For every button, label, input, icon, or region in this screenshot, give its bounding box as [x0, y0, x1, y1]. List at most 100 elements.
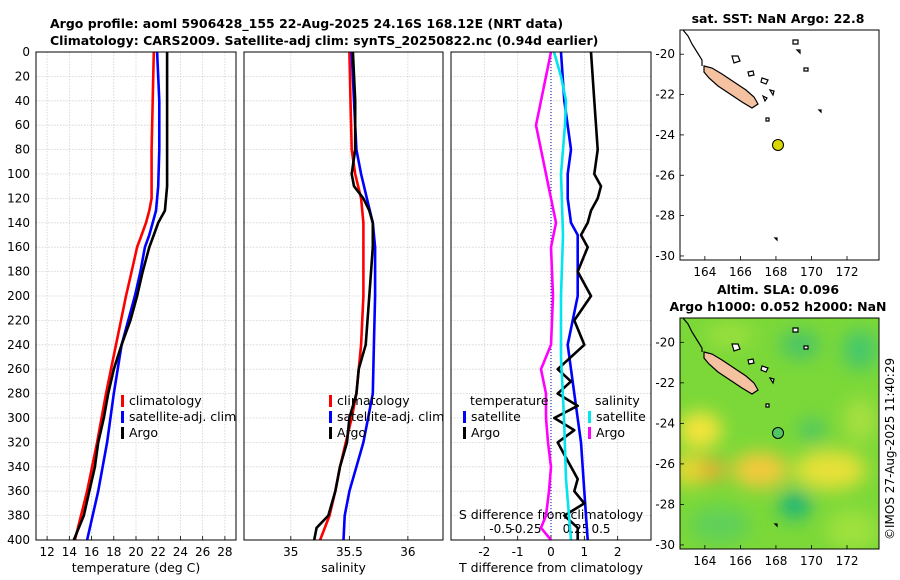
map-y-tick-label: -20 — [655, 47, 675, 61]
x-tick-label: 0 — [547, 545, 555, 559]
coastline-west — [682, 29, 703, 66]
legend-satellite: satellite-adj. clim — [337, 409, 444, 424]
depth-tick-label: 40 — [15, 94, 30, 108]
depth-tick-label: 160 — [7, 240, 30, 254]
sla-map-ticks: 164 166 168 170 172 -20 -22 -24 -26 -28 -30 — [655, 335, 858, 568]
sla-blob — [794, 450, 866, 490]
sla-field — [680, 318, 879, 549]
x-tick-label: 28 — [217, 545, 232, 559]
series-satellite-adj-clim — [342, 51, 377, 541]
header-line-1: Argo profile: aoml 5906428_155 22-Aug-20… — [50, 16, 563, 32]
sla-blob — [844, 398, 876, 442]
island — [731, 55, 741, 64]
legend-salinity-title: salinity — [595, 393, 640, 408]
legend-swatch-argo — [588, 427, 591, 439]
x-axis-label: salinity — [321, 560, 366, 575]
sla-map-title-2: Argo h1000: 0.052 h2000: NaN — [669, 299, 886, 314]
legend-swatch-argo — [121, 427, 124, 439]
series-argo — [312, 51, 375, 541]
argo-float-marker — [772, 427, 784, 439]
island — [773, 523, 778, 528]
header-line-2: Climatology: CARS2009. Satellite-adj cli… — [50, 33, 598, 49]
sla-map: Altim. SLA: 0.096 Argo h1000: 0.052 h200… — [655, 282, 886, 568]
map-y-tick-label: -22 — [655, 88, 675, 102]
island — [760, 365, 769, 373]
legend-swatch-satellite — [588, 411, 591, 423]
x2-tick-label: 0.5 — [591, 522, 610, 536]
sst-map: sat. SST: NaN Argo: 22.8 164 166 168 170 172… — [655, 11, 880, 279]
depth-tick-label: 240 — [7, 338, 30, 352]
sla-blob — [842, 330, 878, 370]
island — [817, 109, 822, 114]
series-climatology — [73, 51, 156, 541]
depth-tick-label: 340 — [7, 460, 30, 474]
x-tick-label: 18 — [106, 545, 121, 559]
coastline-west — [682, 318, 703, 352]
x-tick-label: 35.5 — [336, 545, 363, 559]
difference-legend-temperature: temperature satellite Argo — [463, 393, 549, 440]
sla-blob — [780, 331, 820, 359]
series-salinity-satellite — [552, 51, 573, 541]
depth-tick-label: 280 — [7, 387, 30, 401]
temperature-legend: climatology satellite-adj. clim Argo — [121, 393, 236, 440]
x-tick-label: 16 — [84, 545, 99, 559]
profile-panel-salinity: 35 35.5 36 salinity — [243, 51, 444, 575]
legend-satellite: satellite-adj. clim — [129, 409, 236, 424]
x-tick-label: 14 — [62, 545, 77, 559]
map-x-tick-label: 170 — [800, 265, 823, 279]
x-tick-label: 20 — [128, 545, 143, 559]
island — [765, 117, 770, 122]
map-x-tick-label: 168 — [764, 265, 787, 279]
depth-tick-label: 360 — [7, 484, 30, 498]
sla-blob — [680, 454, 708, 486]
map-y-tick-label: -30 — [655, 538, 675, 552]
plot-frame — [450, 51, 652, 541]
legend-swatch-satellite — [121, 411, 124, 423]
map-y-tick-label: -28 — [655, 497, 675, 511]
sst-map-ticks: 164 166 168 170 172 -20 -22 -24 -26 -28 -30 — [655, 47, 858, 279]
profile-panel-difference: -2 -1 0 1 2-0.5-0.25 0.25 0.5S difference from… — [450, 51, 652, 575]
series-temperature-argo — [552, 51, 603, 540]
x-tick-label: 1 — [581, 545, 589, 559]
island — [792, 39, 799, 45]
salinity-legend: climatology satellite-adj. clim Argo — [329, 393, 444, 440]
map-y-tick-label: -26 — [655, 168, 675, 182]
island — [803, 67, 809, 72]
sla-blob — [826, 510, 878, 549]
x-tick-label: 22 — [151, 545, 166, 559]
series-satellite-adj-clim — [85, 51, 161, 541]
depth-tick-label: 60 — [15, 118, 30, 132]
sla-blob — [779, 491, 811, 519]
island — [747, 70, 755, 77]
island — [792, 327, 799, 333]
map-y-tick-label: -24 — [655, 416, 675, 430]
depth-tick-label: 180 — [7, 265, 30, 279]
map-x-tick-label: 168 — [764, 554, 787, 568]
legend-swatch-argo — [329, 427, 332, 439]
sst-map-title: sat. SST: NaN Argo: 22.8 — [692, 11, 865, 26]
map-y-tick-label: -28 — [655, 209, 675, 223]
depth-tick-label: 400 — [7, 533, 30, 547]
x-tick-label: 2 — [614, 545, 622, 559]
coastline — [682, 29, 703, 66]
legend-swatch-satellite — [463, 411, 466, 423]
plot-frame — [243, 51, 444, 541]
map-y-tick-label: -26 — [655, 457, 675, 471]
x2-tick-label: -0.25 — [510, 522, 541, 536]
x-tick-label: 35 — [283, 545, 298, 559]
legend-temperature-title: temperature — [470, 393, 549, 408]
depth-tick-label: 0 — [22, 45, 30, 59]
sla-blob — [798, 418, 826, 442]
map-x-tick-label: 170 — [800, 554, 823, 568]
legend-swatch-satellite — [329, 411, 332, 423]
island — [761, 94, 768, 103]
island — [760, 77, 769, 85]
depth-tick-label: 200 — [7, 289, 30, 303]
depth-tick-label: 20 — [15, 69, 30, 83]
island — [747, 358, 755, 365]
depth-tick-label: 380 — [7, 509, 30, 523]
legend-climatology: climatology — [129, 393, 202, 408]
sla-blob — [732, 452, 788, 488]
islands — [731, 39, 822, 242]
legend-climatology: climatology — [337, 393, 410, 408]
